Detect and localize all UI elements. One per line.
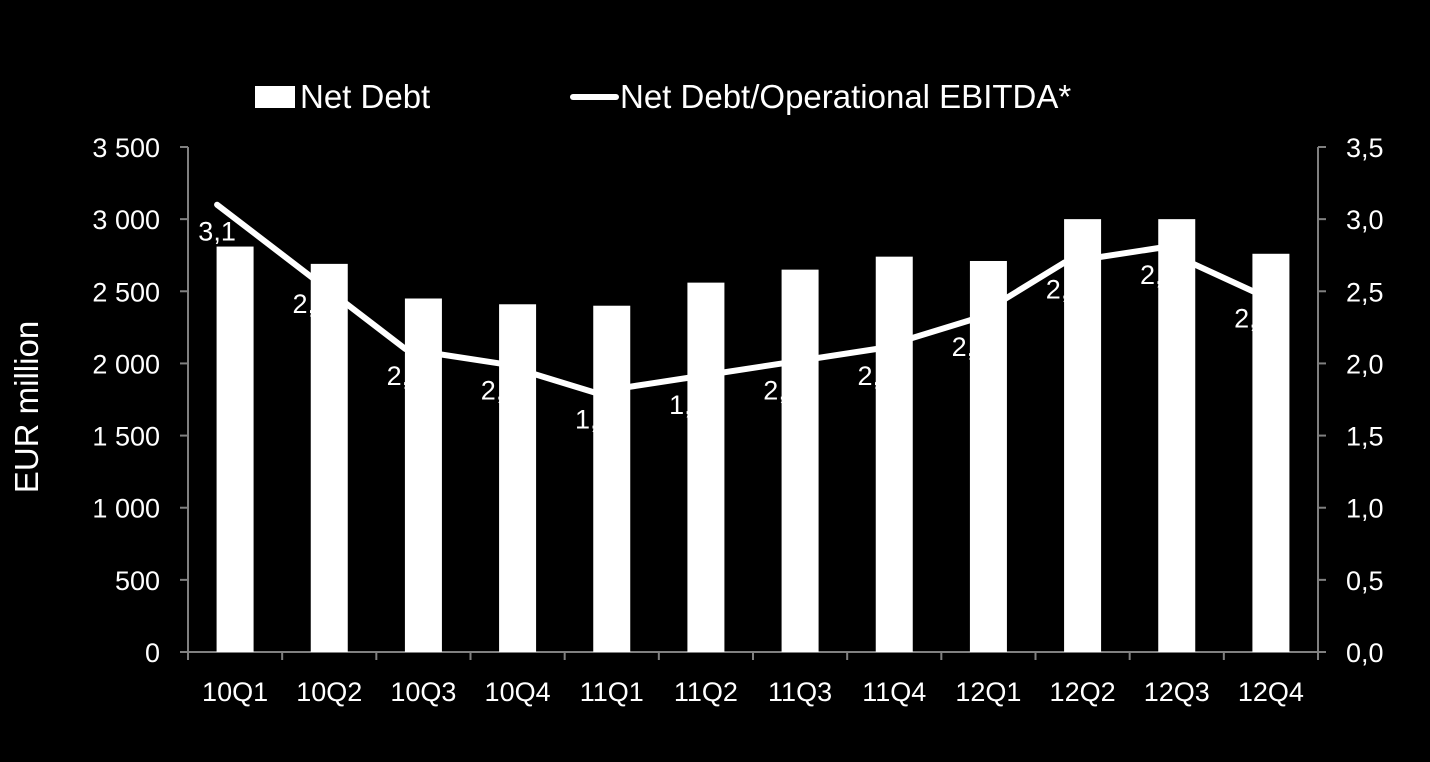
- legend: Net Debt Net Debt/Operational EBITDA*: [255, 78, 1071, 115]
- line-data-label: 2,0: [763, 375, 801, 405]
- y-left-tick-label: 3 000: [92, 205, 160, 235]
- y-right-tick-label: 2,5: [1346, 277, 1384, 307]
- x-tick-label: 10Q4: [485, 677, 551, 707]
- line-data-label: 2,5: [1234, 303, 1272, 333]
- x-tick-label: 11Q2: [674, 677, 738, 707]
- line-data-label: 2,8: [1140, 260, 1178, 290]
- bar-net-debt: [687, 282, 725, 652]
- y-right-tick-label: 3,0: [1346, 205, 1384, 235]
- legend-bar-swatch: [255, 86, 295, 108]
- bar-net-debt: [216, 246, 254, 653]
- x-tick-label: 12Q4: [1238, 677, 1304, 707]
- line-data-label: 1,9: [669, 390, 707, 420]
- line-data-labels: 3,1 2,6 2,1 2,0 1,8 1,9 2,0 2,1 2,3 2,7 2,8 2,5: [198, 217, 1271, 435]
- bar-net-debt: [404, 298, 442, 652]
- line-net-debt-ebitda: [214, 201, 1256, 396]
- y-right-tick-label: 3,5: [1346, 133, 1384, 163]
- line-data-label: 2,1: [857, 361, 895, 391]
- line-data-label: 2,0: [481, 375, 519, 405]
- x-tick-label: 12Q2: [1050, 677, 1116, 707]
- x-tick-label: 12Q3: [1144, 677, 1210, 707]
- line-data-label: 2,6: [292, 289, 330, 319]
- x-tick-label: 12Q1: [955, 677, 1021, 707]
- tick-labels: 0 500 1 000 1 500 2 000 2 500 3 000 3 500 0,0 0,5…: [92, 133, 1383, 707]
- bar-net-debt: [1064, 219, 1102, 652]
- bar-net-debt: [499, 304, 537, 652]
- legend-line-label: Net Debt/Operational EBITDA*: [620, 78, 1071, 115]
- x-tick-label: 11Q4: [862, 677, 926, 707]
- bar-net-debt: [593, 305, 631, 652]
- bar-net-debt: [969, 260, 1007, 652]
- x-tick-label: 11Q3: [768, 677, 832, 707]
- bar-net-debt: [781, 269, 819, 652]
- y-left-tick-label: 3 500: [92, 133, 160, 163]
- bar-net-debt: [875, 256, 913, 652]
- y-right-tick-label: 1,0: [1346, 494, 1384, 524]
- y-left-axis-title: EUR million: [8, 321, 45, 493]
- y-left-tick-label: 0: [145, 638, 160, 668]
- x-tick-label: 11Q1: [580, 677, 644, 707]
- y-right-tick-label: 0,5: [1346, 566, 1384, 596]
- line-data-label: 1,8: [575, 404, 613, 434]
- line-data-label: 3,1: [198, 217, 236, 247]
- y-left-tick-label: 2 000: [92, 349, 160, 379]
- y-right-tick-label: 0,0: [1346, 638, 1384, 668]
- y-right-tick-label: 1,5: [1346, 422, 1384, 452]
- line-series: [214, 201, 1256, 396]
- line-data-label: 2,3: [952, 332, 990, 362]
- line-data-label: 2,1: [387, 361, 425, 391]
- x-tick-label: 10Q3: [390, 677, 456, 707]
- bar-net-debt: [1252, 253, 1290, 652]
- y-left-tick-label: 2 500: [92, 277, 160, 307]
- x-tick-label: 10Q1: [202, 677, 268, 707]
- bar-series: [216, 219, 1290, 653]
- bar-net-debt: [310, 263, 348, 652]
- x-tick-label: 10Q2: [296, 677, 362, 707]
- y-left-tick-label: 1 000: [92, 494, 160, 524]
- line-data-label: 2,7: [1046, 274, 1084, 304]
- y-left-tick-label: 1 500: [92, 422, 160, 452]
- legend-bar-label: Net Debt: [300, 78, 430, 115]
- bar-net-debt: [1158, 219, 1196, 652]
- axes: [180, 146, 1326, 660]
- y-left-tick-label: 500: [115, 566, 160, 596]
- y-right-tick-label: 2,0: [1346, 349, 1384, 379]
